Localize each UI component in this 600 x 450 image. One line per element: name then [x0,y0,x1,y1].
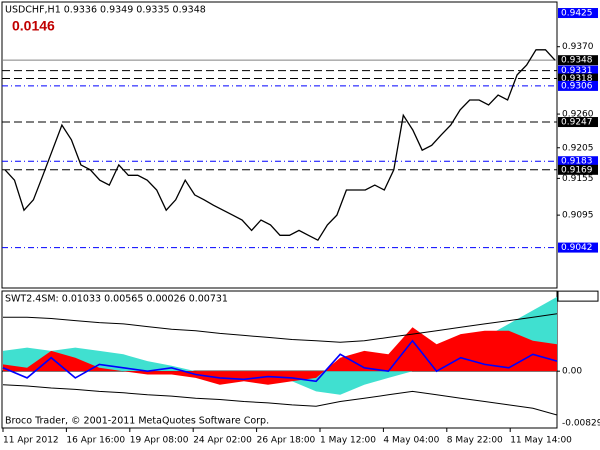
level-label: 0.9247 [561,118,593,128]
indicator-min-label: -0.00829 [562,419,600,429]
y-tick-label: 0.9260 [562,110,594,120]
level-label: 0.9348 [561,56,593,66]
indicator-line [2,384,558,416]
x-tick-label: 4 May 04:00 [383,436,439,446]
x-tick-label: 11 Apr 2012 [3,436,59,446]
y-tick-label: 0.9205 [562,143,594,153]
x-tick-label: 24 Apr 02:00 [193,436,252,446]
annotation: 0.0146 [12,18,55,34]
level-label-box [558,73,598,84]
level-label: 0.9306 [561,81,593,91]
level-label-box [558,65,598,76]
level-label-box [558,117,598,128]
level-label: 0.9331 [561,66,593,76]
x-tick-label: 19 Apr 08:00 [130,436,189,446]
level-label: 0.9425 [561,9,593,19]
y-tick-label: 0.9095 [562,211,594,221]
level-label-box [558,164,598,175]
level-label: 0.9318 [561,74,593,84]
price-line [4,49,556,242]
level-label-box [558,8,598,19]
y-tick-label: 0.00 [562,367,582,377]
level-label: 0.9169 [561,165,593,175]
indicator-line [2,339,558,383]
x-tick-label: 11 May 14:00 [510,436,572,446]
level-label: 0.9042 [561,243,593,253]
copyright: Broco Trader, © 2001-2011 MetaQuotes Sof… [5,416,269,427]
level-label-box [558,55,598,66]
x-tick-label: 8 May 22:00 [447,436,503,446]
level-label-box [558,156,598,167]
x-tick-label: 16 Apr 16:00 [66,436,125,446]
x-tick-label: 1 May 12:00 [320,436,376,446]
indicator-area [3,327,557,385]
indicator-title: SWT2.4SM: 0.01033 0.00565 0.00026 0.0073… [5,294,228,305]
x-tick-label: 26 Apr 18:00 [257,436,316,446]
level-label: 0.9183 [561,157,593,167]
level-label-box [558,80,598,91]
y-tick-label: 0.9370 [562,42,594,52]
level-label-box [558,242,598,253]
price-panel [1,1,558,289]
chart-title: USDCHF,H1 0.9336 0.9349 0.9335 0.9348 [5,5,206,16]
indicator-line [3,313,558,343]
max-label-box [557,290,599,302]
y-tick-label: 0.9155 [562,174,594,184]
